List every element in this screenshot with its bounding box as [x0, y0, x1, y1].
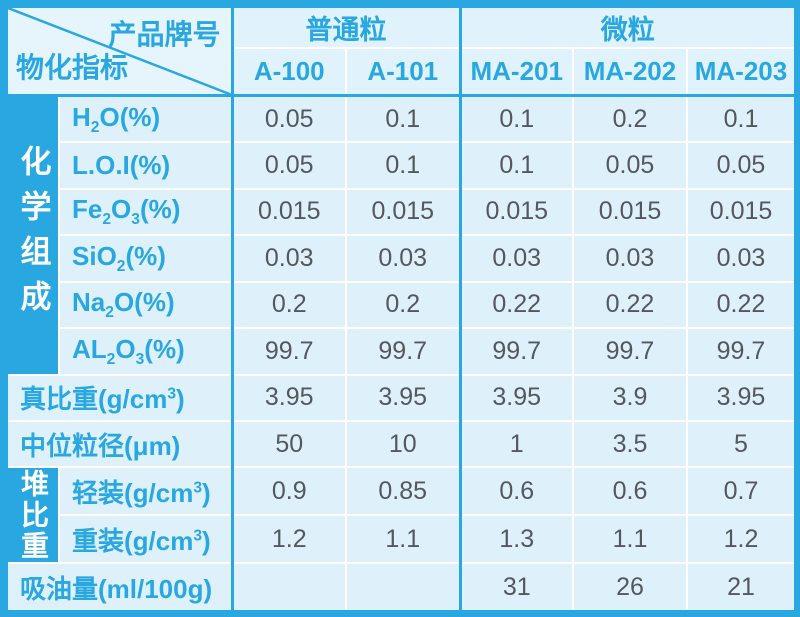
header-row-groups: 产品牌号 物化指标 普通粒 微粒 — [7, 6, 795, 98]
data-cell: 50 — [230, 420, 347, 469]
data-cell: 0.1 — [345, 141, 461, 190]
data-cell: 0.7 — [686, 466, 795, 517]
row-label-oil-absorption: 吸油量(ml/100g) — [7, 562, 233, 611]
table-row-tapped: 重装(g/cm3) 1.2 1.1 1.3 1.1 1.2 — [8, 514, 795, 565]
col-header-a-101: A-101 — [345, 47, 461, 98]
data-cell: 0.22 — [458, 280, 574, 330]
data-cell: 1.3 — [458, 514, 574, 565]
data-cell: 3.95 — [345, 373, 461, 423]
data-cell: 31 — [458, 562, 574, 611]
data-cell: 0.03 — [345, 234, 461, 283]
data-cell: 1 — [458, 420, 574, 469]
data-cell: 99.7 — [345, 327, 461, 376]
data-cell: 3.9 — [572, 373, 688, 423]
data-cell: 0.9 — [230, 466, 347, 517]
data-cell: 1.2 — [686, 514, 795, 565]
col-group-ordinary-particle: 普通粒 — [230, 6, 461, 50]
data-cell: 99.7 — [458, 327, 574, 376]
table-row-sio2: SiO2(%) 0.03 0.03 0.03 0.03 0.03 — [8, 234, 795, 283]
col-header-ma-201: MA-201 — [458, 47, 574, 98]
table-row-al2o3: AL2O3(%) 99.7 99.7 99.7 99.7 99.7 — [8, 327, 795, 376]
diagonal-header-cell: 产品牌号 物化指标 — [7, 7, 233, 98]
data-cell-empty — [230, 562, 347, 611]
data-cell: 0.22 — [572, 280, 688, 330]
data-cell: 0.05 — [686, 141, 795, 190]
data-cell: 0.03 — [458, 234, 574, 283]
data-cell: 0.2 — [345, 280, 461, 330]
data-cell: 3.95 — [458, 373, 574, 423]
col-header-ma-203: MA-203 — [686, 47, 795, 98]
data-cell: 5 — [686, 420, 795, 469]
row-label-loi: L.O.I(%) — [58, 141, 233, 190]
data-cell: 0.015 — [572, 187, 688, 237]
row-label-na2o: Na2O(%) — [58, 280, 233, 330]
data-cell: 3.95 — [230, 373, 347, 423]
product-spec-table: 产品牌号 物化指标 普通粒 微粒 A-100 A-101 MA-201 MA-2… — [7, 6, 795, 611]
col-group-fine-particle: 微粒 — [458, 6, 795, 50]
data-cell: 0.015 — [458, 187, 574, 237]
data-cell: 0.1 — [458, 94, 574, 144]
corner-label-physchem-index: 物化指标 — [16, 52, 129, 84]
data-cell: 0.05 — [572, 141, 688, 190]
data-cell: 99.7 — [686, 327, 795, 376]
data-cell: 0.015 — [686, 187, 795, 237]
data-cell: 99.7 — [572, 327, 688, 376]
data-cell: 0.03 — [572, 234, 688, 283]
data-cell: 0.6 — [572, 466, 688, 517]
col-header-a-100: A-100 — [230, 47, 347, 98]
row-label-h2o: H2O(%) — [58, 94, 233, 144]
table-row-median-size: 中位粒径(μm) 50 10 1 3.5 5 — [7, 420, 795, 469]
data-cell-empty — [345, 562, 461, 611]
data-cell: 21 — [686, 562, 795, 611]
row-group-chemical-composition: 化学组成 — [7, 94, 60, 376]
data-cell: 0.2 — [230, 280, 347, 330]
row-label-sio2: SiO2(%) — [58, 234, 233, 283]
row-label-tapped: 重装(g/cm3) — [58, 514, 233, 565]
table-row-true-density: 真比重(g/cm3) 3.95 3.95 3.95 3.9 3.95 — [7, 373, 795, 423]
header-row-models: A-100 A-101 MA-201 MA-202 MA-203 — [8, 47, 795, 98]
table-row-fe2o3: Fe2O3(%) 0.015 0.015 0.015 0.015 0.015 — [8, 187, 795, 237]
table-row-loi: L.O.I(%) 0.05 0.1 0.1 0.05 0.05 — [8, 141, 795, 190]
data-cell: 0.6 — [458, 466, 574, 517]
row-label-median-size: 中位粒径(μm) — [7, 420, 233, 469]
data-cell: 1.2 — [230, 514, 347, 565]
table-row-na2o: Na2O(%) 0.2 0.2 0.22 0.22 0.22 — [8, 280, 795, 330]
table-row-oil-absorption: 吸油量(ml/100g) 31 26 21 — [7, 562, 795, 611]
data-cell: 0.05 — [230, 94, 347, 144]
row-label-true-density: 真比重(g/cm3) — [7, 373, 233, 423]
row-label-fe2o3: Fe2O3(%) — [58, 187, 233, 237]
data-cell: 1.1 — [572, 514, 688, 565]
data-cell: 0.85 — [345, 466, 461, 517]
data-cell: 0.03 — [230, 234, 347, 283]
data-cell: 0.015 — [345, 187, 461, 237]
data-cell: 0.1 — [345, 94, 461, 144]
data-cell: 10 — [345, 420, 461, 469]
data-cell: 0.22 — [686, 280, 795, 330]
data-cell: 0.1 — [686, 94, 795, 144]
table-row-h2o: 化学组成 H2O(%) 0.05 0.1 0.1 0.2 0.1 — [7, 94, 795, 376]
data-cell: 0.1 — [458, 141, 574, 190]
diagonal-line — [8, 8, 231, 94]
row-label-loose-packed: 轻装(g/cm3) — [58, 466, 233, 517]
data-cell: 26 — [572, 562, 688, 611]
data-cell: 0.015 — [230, 187, 347, 237]
row-group-bulk-density: 堆比重 — [7, 466, 60, 565]
data-cell: 3.5 — [572, 420, 688, 469]
corner-label-product-brand: 产品牌号 — [108, 19, 221, 50]
data-cell: 0.03 — [686, 234, 795, 283]
data-cell: 99.7 — [230, 327, 347, 376]
row-label-al2o3: AL2O3(%) — [58, 327, 233, 376]
col-header-ma-202: MA-202 — [572, 47, 688, 98]
data-cell: 1.1 — [345, 514, 461, 565]
data-cell: 0.05 — [230, 141, 347, 190]
data-cell: 3.95 — [686, 373, 795, 423]
table-row-loose-packed: 堆比重 轻装(g/cm3) 0.9 0.85 0.6 0.6 0.7 — [7, 466, 795, 565]
data-cell: 0.2 — [572, 94, 688, 144]
